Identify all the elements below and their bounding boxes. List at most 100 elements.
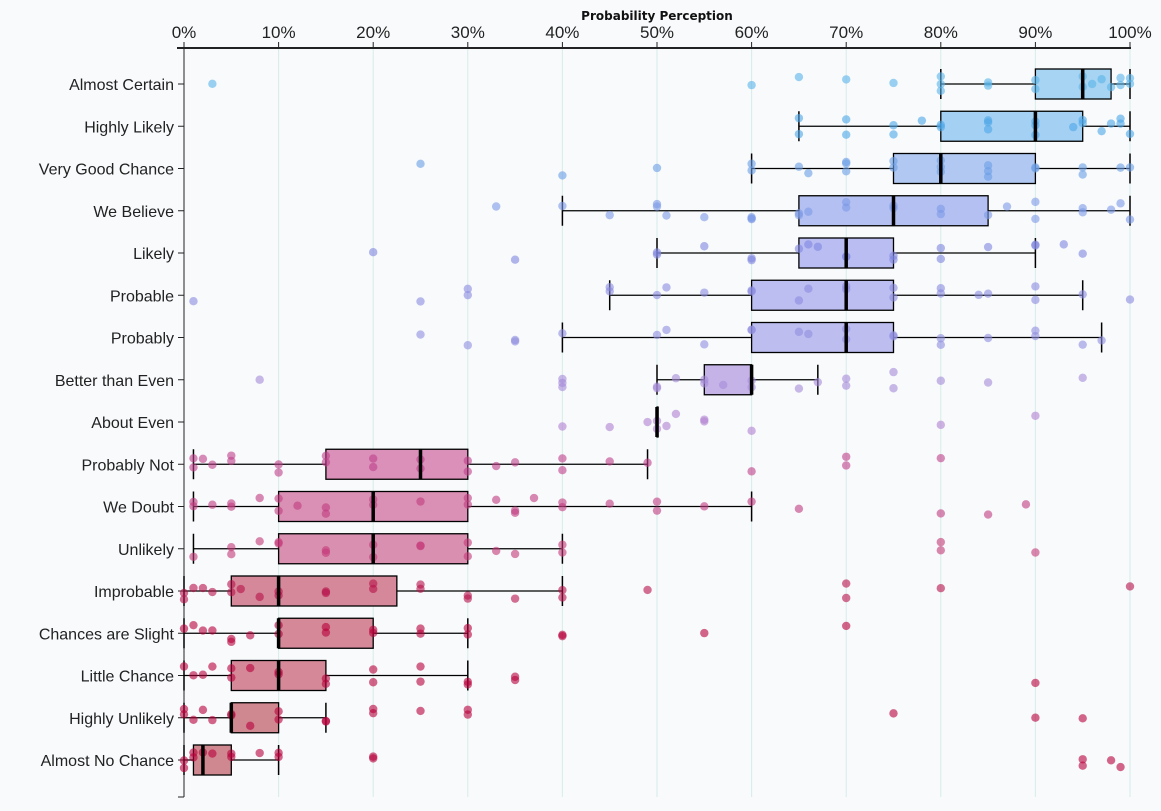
data-point [1116, 80, 1125, 90]
data-point [510, 255, 520, 264]
data-point [652, 202, 662, 211]
data-point [1116, 762, 1125, 772]
data-point [369, 708, 378, 718]
data-point [1078, 208, 1087, 217]
y-tick-label: Likely [133, 246, 174, 263]
data-point [974, 290, 983, 300]
box [325, 448, 469, 480]
data-point [842, 593, 851, 603]
box [703, 364, 753, 396]
data-point [652, 163, 662, 173]
data-point [662, 283, 671, 292]
data-point [416, 497, 425, 506]
data-point [208, 460, 217, 469]
data-point [700, 502, 709, 511]
data-point [246, 631, 255, 640]
data-point [1078, 115, 1087, 125]
data-point [804, 240, 813, 249]
data-point [794, 162, 804, 171]
x-tick-label: 100% [1108, 23, 1151, 42]
data-point [463, 552, 472, 561]
data-point [719, 380, 728, 390]
data-point [321, 588, 331, 598]
data-point [208, 79, 217, 89]
data-point [321, 503, 331, 512]
data-point [842, 130, 851, 139]
data-point [889, 163, 898, 172]
data-point [179, 624, 189, 633]
box-row-likely [369, 237, 1087, 269]
data-point [936, 86, 945, 96]
y-tick-label: Probable [110, 288, 174, 305]
data-point [1078, 373, 1087, 382]
data-point [491, 546, 501, 556]
data-point [558, 540, 567, 549]
data-point [558, 454, 567, 463]
data-point [321, 509, 331, 518]
data-point [558, 329, 567, 338]
data-point [1078, 761, 1087, 770]
data-point [510, 549, 520, 559]
data-point [558, 548, 567, 557]
y-tick-label: Highly Likely [84, 119, 174, 136]
data-point [179, 662, 189, 671]
data-point [463, 493, 472, 503]
data-point [463, 623, 472, 633]
data-point [747, 255, 756, 265]
data-point [227, 451, 236, 460]
data-point [1031, 197, 1040, 207]
data-point [936, 537, 945, 547]
box-row-we-doubt [189, 490, 1031, 523]
data-point [747, 426, 756, 436]
box-row-almost-no-chance [179, 744, 1125, 776]
data-point [889, 709, 898, 718]
data-point [804, 168, 813, 178]
y-axis: Almost Certain Highly Likely Very Good Cha… [39, 48, 185, 798]
y-tick-label: Highly Unlikely [69, 711, 174, 728]
data-point [416, 541, 425, 550]
data-point [1031, 411, 1040, 420]
y-tick-label: Chances are Slight [39, 626, 175, 643]
data-point [463, 341, 472, 350]
data-point [700, 340, 709, 349]
data-point [662, 211, 671, 220]
data-point [1031, 84, 1040, 94]
data-point [605, 287, 614, 296]
data-point [889, 331, 898, 340]
data-point [189, 715, 198, 725]
box-row-we-believe [491, 195, 1135, 227]
data-point [369, 752, 378, 761]
box [892, 152, 1037, 185]
data-point [463, 284, 472, 294]
data-point [652, 330, 662, 340]
data-point [1125, 163, 1135, 172]
data-point [936, 584, 945, 593]
data-point [1031, 241, 1040, 250]
data-point [1078, 163, 1087, 172]
data-point [889, 255, 898, 264]
data-point [983, 78, 993, 87]
x-tick-label: 60% [735, 23, 769, 42]
data-point [208, 715, 217, 725]
data-point [1097, 126, 1106, 136]
data-point [510, 458, 520, 467]
data-point [605, 422, 614, 432]
data-point [700, 213, 709, 222]
data-point [936, 453, 945, 463]
data-point [274, 494, 283, 503]
data-point [700, 417, 709, 426]
data-point [179, 710, 189, 719]
y-tick-label: Better than Even [55, 373, 174, 390]
data-point [983, 116, 993, 125]
data-point [1116, 73, 1125, 83]
box-row-almost-certain [208, 68, 1135, 100]
data-point [255, 375, 264, 384]
data-point [463, 705, 472, 714]
data-point [416, 584, 425, 593]
box-row-improbable [179, 575, 1135, 607]
y-tick-label: Unlikely [118, 542, 174, 559]
box-row-probably [416, 321, 1106, 354]
data-point [936, 546, 945, 555]
box-row-probably-not [189, 448, 945, 480]
